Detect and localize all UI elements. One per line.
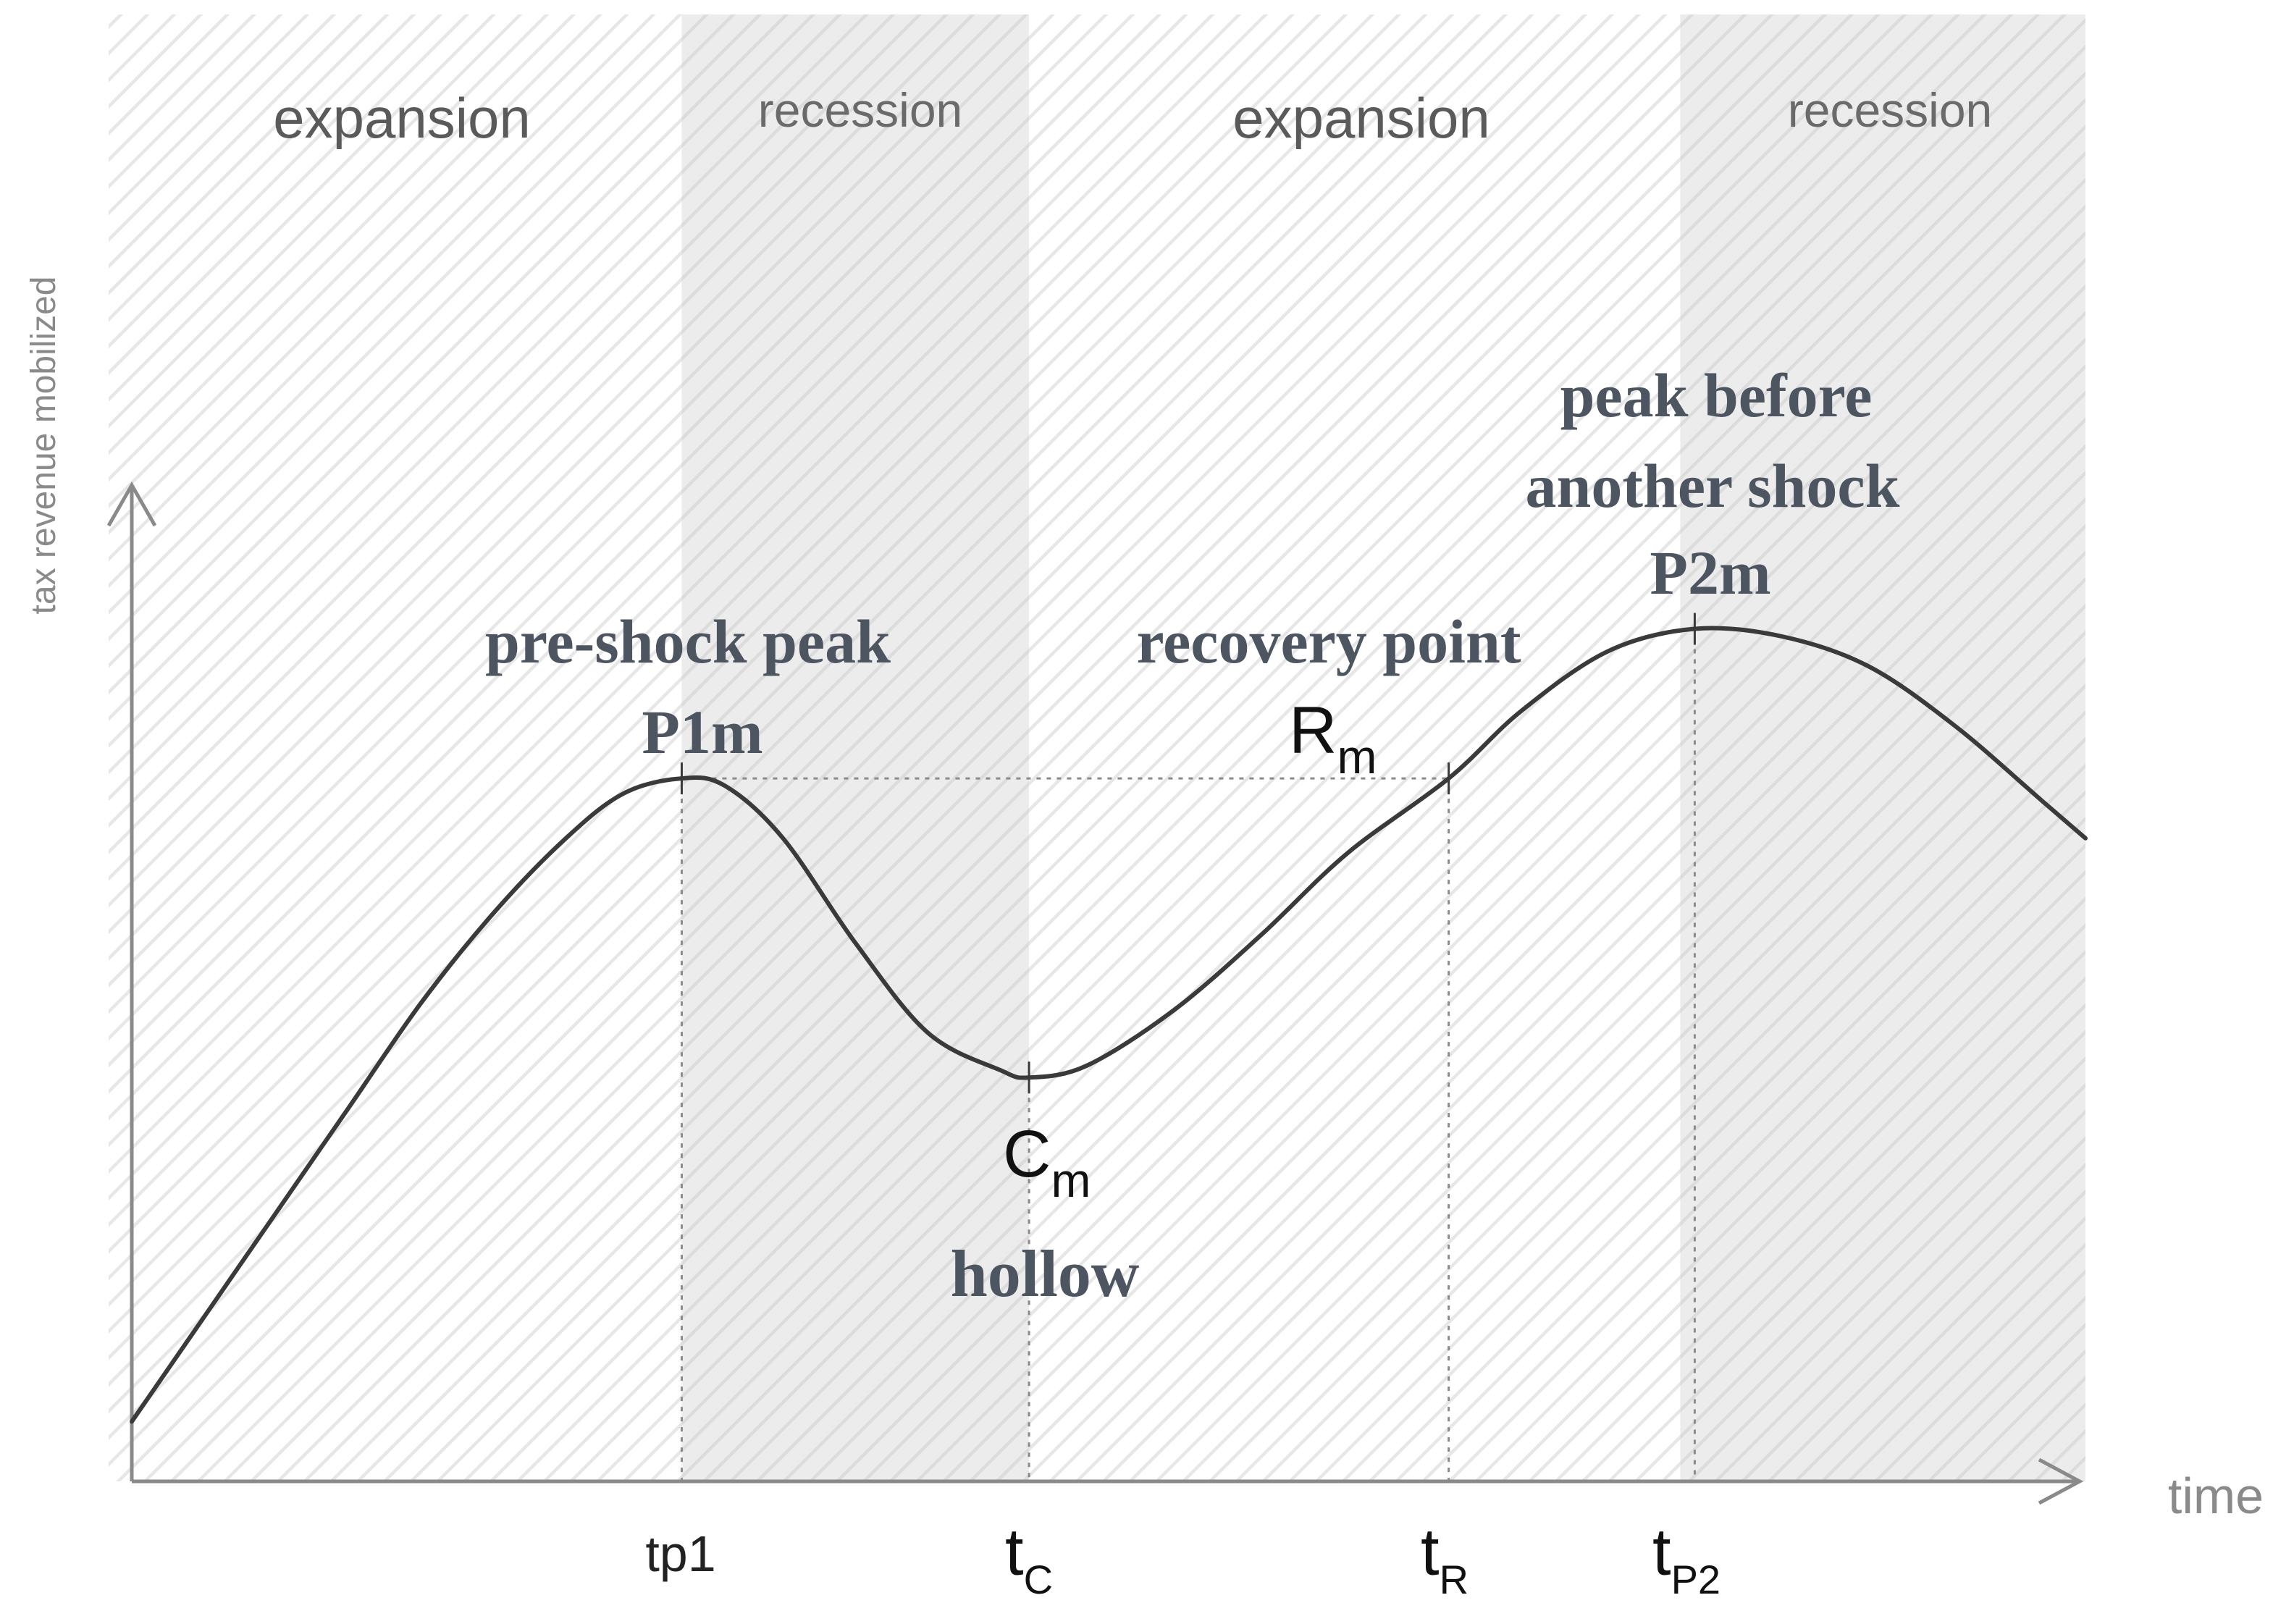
y-axis-label: tax revenue mobilized <box>25 277 63 615</box>
tick-label-tr: tR <box>1421 1515 1469 1602</box>
phase-label-recession-1: recession <box>758 83 962 137</box>
phase-band-recession-2 <box>681 14 1030 1481</box>
phase-band-expansion-3 <box>1029 14 1681 1481</box>
phase-label-recession-2: recession <box>1788 83 1992 137</box>
x-axis-arrowhead <box>2038 1457 2084 1505</box>
pre-shock-peak-caption: pre-shock peak <box>485 607 891 676</box>
p1m-symbol: P1m <box>642 697 762 767</box>
axes <box>106 481 2084 1505</box>
x-axis-label: time <box>2168 1468 2264 1524</box>
hollow-symbol: Cm <box>1003 1117 1091 1207</box>
hollow-caption: hollow <box>951 1237 1140 1310</box>
tick-label-tp2: tP2 <box>1652 1515 1720 1602</box>
tick-labels: tp1 tC tR tP2 <box>645 1515 1720 1602</box>
phase-label-expansion-2: expansion <box>1232 86 1490 150</box>
peak-before-caption-line1: peak before <box>1560 361 1873 430</box>
phase-labels: expansion recession expansion recession <box>273 83 1992 150</box>
phase-band-recession-4 <box>1680 14 2085 1481</box>
tick-label-tc: tC <box>1005 1515 1053 1602</box>
annotations: pre-shock peak P1m Cm hollow recovery po… <box>485 361 1900 1310</box>
recovery-symbol: Rm <box>1289 694 1377 783</box>
p2m-symbol: P2m <box>1650 538 1770 607</box>
tick-label-tp1: tp1 <box>645 1526 715 1582</box>
phase-label-expansion-1: expansion <box>273 86 531 150</box>
y-axis-arrowhead <box>106 481 157 527</box>
phase-band-expansion-1 <box>109 14 682 1481</box>
recovery-point-caption: recovery point <box>1137 607 1521 676</box>
tax-revenue-curve <box>130 626 2088 1424</box>
peak-before-caption-line2: another shock <box>1526 451 1900 521</box>
